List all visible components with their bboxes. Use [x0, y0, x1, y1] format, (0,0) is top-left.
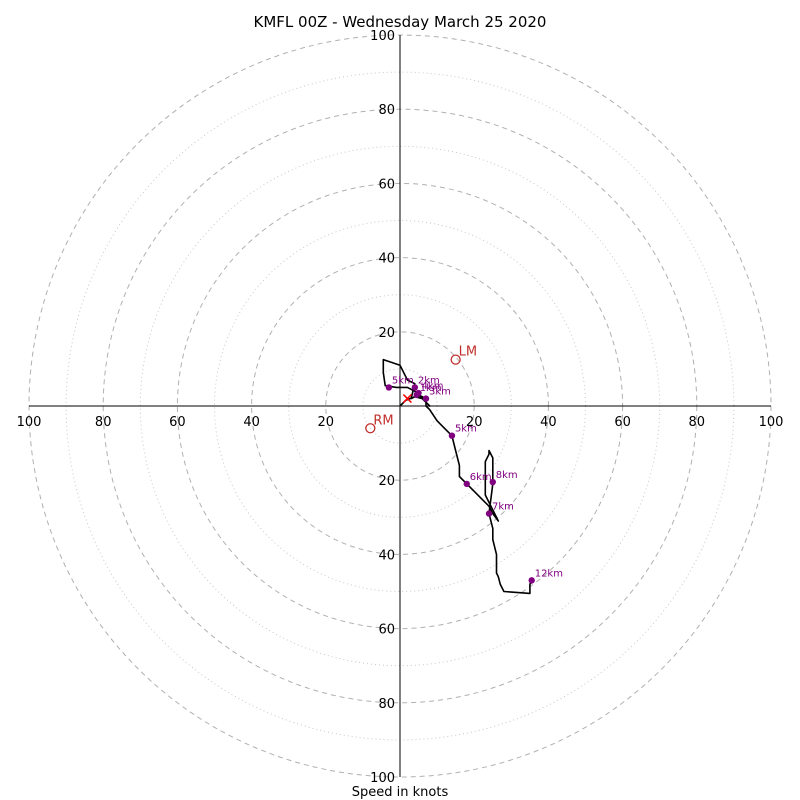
height-marker-1 — [411, 384, 419, 391]
tick-label-left-80: 80 — [95, 415, 112, 430]
storm-motion-label-lm: LM — [459, 345, 477, 360]
height-marker-label-5: 5km — [455, 424, 477, 435]
tick-label-down-40: 40 — [378, 548, 395, 563]
height-marker-6 — [463, 480, 470, 488]
height-marker-3 — [415, 389, 422, 397]
height-marker-9 — [528, 577, 535, 584]
height-marker-8 — [489, 478, 496, 486]
tick-label-up-40: 40 — [378, 252, 395, 267]
tick-label-up-80: 80 — [378, 103, 395, 118]
tick-label-left-20: 20 — [318, 415, 335, 430]
mean-wind-marker — [402, 394, 412, 404]
tick-label-right-80: 80 — [689, 415, 706, 430]
wind-trace — [382, 358, 535, 595]
height-marker-2 — [422, 395, 430, 402]
height-marker-label-0: 1km — [420, 383, 442, 394]
x-axis-label: Speed in knots — [352, 785, 449, 800]
height-marker-7 — [485, 510, 493, 517]
height-marker-label-1: 2km — [418, 375, 440, 386]
height-marker-label-4: 5km — [392, 375, 414, 386]
height-marker-label-2: 3km — [429, 387, 451, 398]
tick-label-up-100: 100 — [370, 29, 395, 44]
wind-trace-line — [382, 358, 535, 595]
tick-label-up-60: 60 — [378, 177, 395, 192]
tick-label-down-100: 100 — [370, 771, 395, 786]
tick-label-down-20: 20 — [378, 474, 395, 489]
height-marker-label-9: 12km — [535, 568, 563, 579]
tick-label-up-20: 20 — [378, 326, 395, 341]
tick-label-down-80: 80 — [378, 697, 395, 712]
tick-label-down-60: 60 — [378, 623, 395, 638]
height-marker-label-8: 8km — [496, 470, 518, 481]
tick-label-left-100: 100 — [17, 415, 42, 430]
storm-motion-label-rm: RM — [373, 413, 393, 428]
storm-motions: LM RM — [365, 345, 477, 434]
height-marker-label-7: 7km — [492, 502, 514, 513]
storm-motion-marker-rm — [365, 423, 376, 434]
height-marker-label-3: 4km — [422, 381, 444, 392]
tick-label-right-60: 60 — [614, 415, 631, 430]
axis-tick-labels: 20 40 60 80 100 20 40 60 80 100 20 40 60 80 100 20 40 60 8… — [17, 29, 784, 786]
storm-motion-marker-lm — [450, 354, 461, 365]
chart-title: KMFL 00Z - Wednesday March 25 2020 — [254, 13, 547, 31]
tick-label-left-40: 40 — [243, 415, 260, 430]
tick-label-right-100: 100 — [759, 415, 784, 430]
tick-label-left-60: 60 — [169, 415, 186, 430]
height-marker-5 — [448, 432, 456, 439]
tick-label-right-20: 20 — [466, 415, 483, 430]
tick-label-right-40: 40 — [540, 415, 557, 430]
height-marker-4 — [385, 384, 393, 391]
height-marker-label-6: 6km — [470, 472, 492, 483]
